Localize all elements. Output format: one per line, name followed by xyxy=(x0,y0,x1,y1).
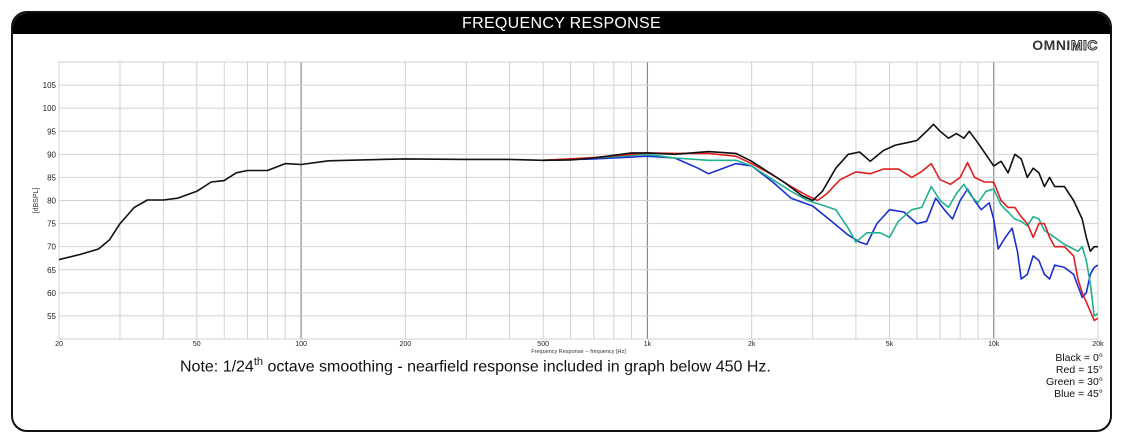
x-tick-label: 2k xyxy=(748,341,756,348)
y-tick-label: 55 xyxy=(47,312,56,321)
y-axis-label: [dBSPL] xyxy=(33,188,40,214)
x-tick-label: 10k xyxy=(988,341,1000,348)
x-tick-label: 100 xyxy=(295,341,307,348)
series-line-black xyxy=(59,123,1098,261)
legend-red: Red = 15° xyxy=(1055,364,1103,376)
angle-legend: Black = 0° Red = 15° Green = 30° Blue = … xyxy=(1046,352,1103,400)
x-tick-label: 200 xyxy=(399,341,411,348)
note-prefix: Note: 1/24 xyxy=(180,358,254,376)
y-tick-label: 105 xyxy=(43,81,57,90)
omnimic-logo: OMNIMIC xyxy=(1032,37,1098,54)
smoothing-note: Note: 1/24th octave smoothing - nearfiel… xyxy=(180,356,771,376)
y-tick-label: 85 xyxy=(47,173,56,182)
logo-bold: OMNI xyxy=(1032,37,1071,53)
y-tick-label: 60 xyxy=(47,289,56,298)
x-tick-label: 1k xyxy=(644,341,652,348)
y-tick-label: 65 xyxy=(47,266,56,275)
x-tick-label: 20 xyxy=(55,341,63,348)
x-tick-label: 50 xyxy=(193,341,201,348)
series-line-green xyxy=(543,153,1098,317)
logo-light: MIC xyxy=(1070,37,1098,54)
y-tick-label: 80 xyxy=(47,197,56,206)
series-line-blue xyxy=(543,155,1098,299)
note-suffix: octave smoothing - nearfield response in… xyxy=(263,358,771,376)
note-sup: th xyxy=(253,356,264,368)
y-tick-label: 95 xyxy=(47,127,56,136)
x-tick-label: 500 xyxy=(537,341,549,348)
legend-blue: Blue = 45° xyxy=(1054,388,1103,400)
y-tick-label: 100 xyxy=(43,104,57,113)
y-tick-label: 70 xyxy=(47,243,56,252)
x-axis-label: Frequency Response -- frequency [Hz] xyxy=(531,349,626,355)
legend-black: Black = 0° xyxy=(1055,352,1103,364)
y-tick-label: 75 xyxy=(47,220,56,229)
chart-title: FREQUENCY RESPONSE xyxy=(13,13,1110,34)
x-tick-label: 5k xyxy=(886,341,894,348)
legend-green: Green = 30° xyxy=(1045,376,1103,388)
y-tick-label: 90 xyxy=(47,150,56,159)
x-tick-label: 20k xyxy=(1092,341,1104,348)
